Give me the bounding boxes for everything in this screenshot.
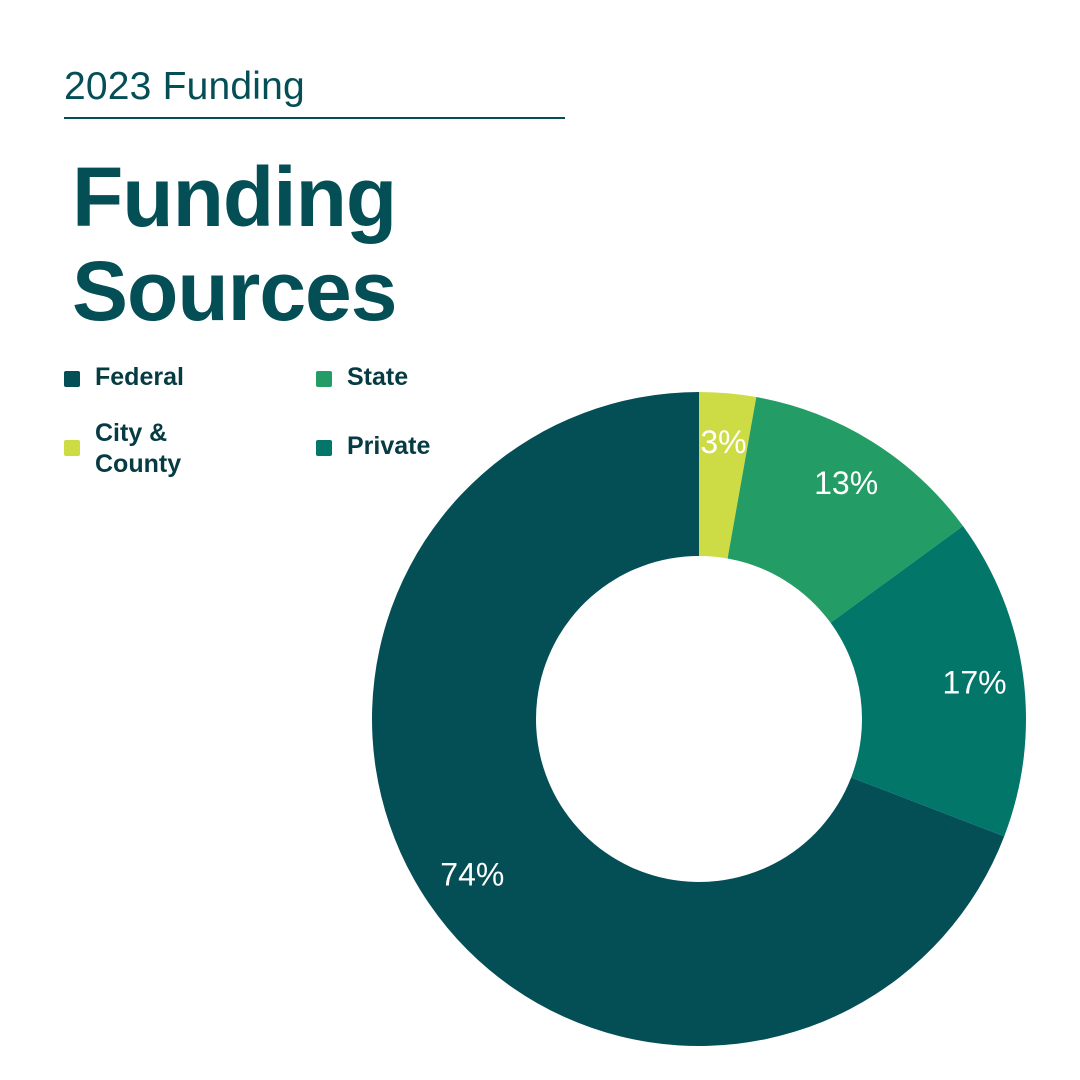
kicker-title: 2023 Funding [64, 65, 305, 108]
donut-label-city-county: 3% [700, 424, 746, 460]
page-title-line-2: Sources [72, 244, 398, 338]
legend-item-city-county: City & County [64, 418, 181, 480]
legend-swatch-private [316, 440, 332, 456]
donut-slice-city-county [699, 392, 757, 559]
legend-label-state: State [347, 363, 409, 391]
page-title-line-1: Funding [72, 150, 397, 244]
legend-item-federal: Federal [64, 362, 184, 393]
legend-item-private: Private [316, 431, 430, 462]
donut-slice-labels: 3% 13% 17% 74% [440, 424, 1006, 893]
legend-item-state: State [316, 362, 408, 393]
legend-swatch-state [316, 371, 332, 387]
donut-slices [372, 392, 1026, 1047]
legend-swatch-city-county [64, 440, 80, 456]
legend-label-city-county: City & County [95, 419, 182, 478]
donut-label-private: 17% [943, 664, 1007, 700]
legend-swatch-federal [64, 371, 80, 387]
donut-label-federal: 74% [440, 857, 504, 893]
header-rule [64, 117, 565, 119]
page-title: Funding Sources [72, 150, 472, 338]
donut-slice-private [830, 526, 1026, 837]
donut-label-state: 13% [814, 465, 878, 501]
legend-label-private: Private [347, 432, 431, 460]
legend-label-federal: Federal [95, 363, 184, 391]
donut-slice-state [727, 397, 963, 623]
donut-slice-federal [372, 392, 1005, 1047]
